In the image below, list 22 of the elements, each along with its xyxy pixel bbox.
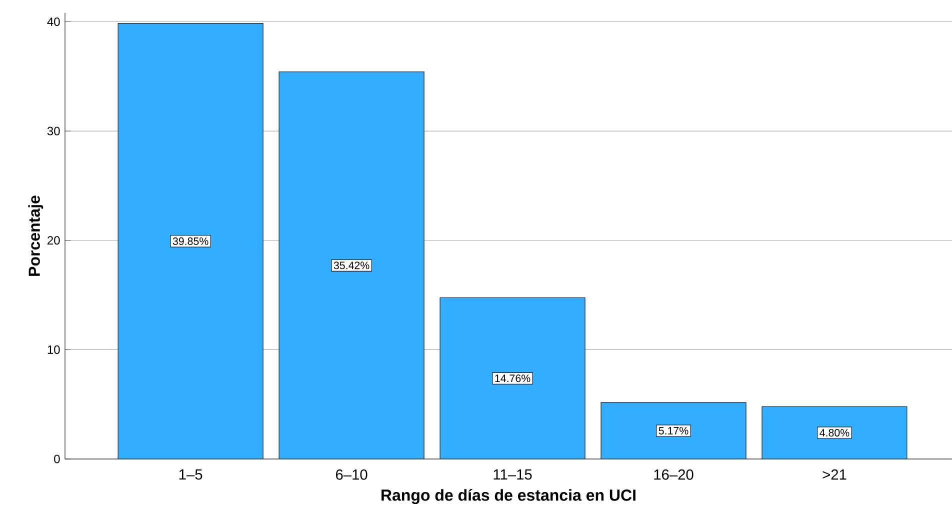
bar	[118, 23, 264, 459]
bar	[762, 406, 908, 459]
data-label: 39.85%	[172, 237, 208, 245]
y-tick-label: 30	[47, 126, 60, 136]
data-label: 14.76%	[495, 374, 530, 382]
data-label: 4.80%	[820, 428, 850, 437]
x-tick-label: 6–10	[336, 469, 368, 480]
bar	[278, 71, 424, 459]
x-axis-title: Rango de días de estancia en UCI	[382, 488, 636, 504]
y-axis-title: Porcentaje	[28, 196, 44, 276]
x-tick-label: 1–5	[179, 469, 202, 480]
data-label: 35.42%	[334, 262, 370, 270]
x-tick-label: >21	[822, 469, 846, 480]
y-tick-label: 40	[47, 17, 60, 26]
x-tick-label: 11–15	[494, 469, 532, 480]
x-tick-label: 16–20	[654, 469, 694, 480]
bar	[600, 402, 746, 459]
data-label: 5.17%	[658, 426, 688, 434]
bar	[440, 297, 586, 459]
y-tick-label: 20	[48, 236, 60, 245]
y-tick-label: 0	[54, 454, 60, 464]
y-tick-label: 10	[48, 345, 60, 354]
